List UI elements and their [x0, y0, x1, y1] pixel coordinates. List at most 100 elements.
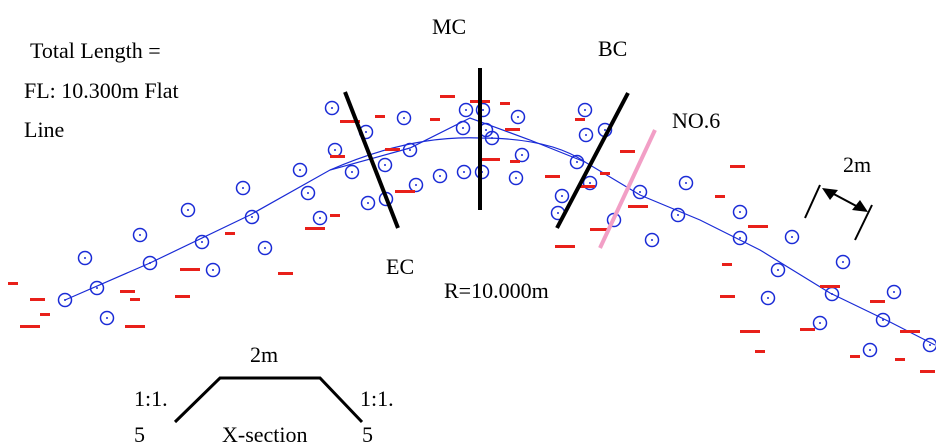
survey-point: [578, 127, 594, 143]
dimension-line: [829, 191, 861, 209]
survey-point: [402, 142, 418, 158]
survey-point: [835, 254, 851, 270]
survey-point-dot: [149, 262, 151, 264]
survey-point-dot: [462, 127, 464, 129]
survey-point-dot: [739, 211, 741, 213]
slope-label: 1:1.: [134, 386, 168, 411]
survey-point-dot: [819, 322, 821, 324]
mc-label: MC: [432, 14, 466, 39]
survey-point: [377, 157, 393, 173]
survey-point-dot: [439, 175, 441, 177]
survey-point: [300, 185, 316, 201]
dimension-label: 2m: [843, 152, 871, 177]
survey-point: [57, 292, 73, 308]
note: Line: [24, 117, 64, 142]
survey-point: [732, 230, 748, 246]
point-label-mark: [895, 358, 905, 361]
survey-point-dot: [677, 214, 679, 216]
slope-label: 5: [134, 422, 145, 444]
arrow-head: [822, 188, 838, 200]
survey-point: [670, 207, 686, 223]
point-label-mark: [305, 227, 325, 230]
survey-point: [312, 210, 328, 226]
point-label-mark: [920, 370, 935, 373]
survey-point-dot: [584, 109, 586, 111]
survey-point-dot: [334, 149, 336, 151]
survey-point: [99, 310, 115, 326]
survey-point-dot: [403, 117, 405, 119]
survey-point-dot: [485, 129, 487, 131]
survey-point-dot: [893, 291, 895, 293]
point-label-mark: [120, 290, 135, 293]
point-label-mark: [125, 325, 145, 328]
top-width-label: 2m: [250, 342, 278, 367]
survey-point-dot: [84, 257, 86, 259]
survey-point: [514, 147, 530, 163]
survey-point: [344, 164, 360, 180]
point-label-mark: [375, 115, 385, 118]
survey-point: [432, 168, 448, 184]
survey-point-dot: [331, 107, 333, 109]
survey-point: [862, 342, 878, 358]
radius-label: R=10.000m: [444, 278, 549, 303]
survey-point: [396, 110, 412, 126]
note: FL: 10.300m Flat: [24, 78, 179, 103]
survey-point: [732, 204, 748, 220]
survey-point-dot: [929, 344, 931, 346]
survey-point-dot: [491, 137, 493, 139]
survey-point: [784, 229, 800, 245]
survey-point-dot: [685, 182, 687, 184]
bc-label: BC: [598, 36, 627, 61]
bc-line: [555, 92, 630, 229]
survey-point-dot: [521, 154, 523, 156]
survey-point-dot: [882, 319, 884, 321]
station-line: [598, 129, 657, 249]
survey-point-dot: [139, 234, 141, 236]
note: Total Length =: [30, 38, 161, 63]
survey-point: [244, 209, 260, 225]
point-label-mark: [800, 328, 815, 331]
survey-point-dot: [517, 116, 519, 118]
survey-point: [886, 284, 902, 300]
point-label-mark: [820, 285, 840, 288]
point-label-mark: [130, 298, 140, 301]
point-label-mark: [555, 245, 575, 248]
point-label-mark: [430, 118, 440, 121]
survey-point: [554, 188, 570, 204]
survey-point: [484, 130, 500, 146]
survey-point-dot: [351, 171, 353, 173]
plan-view: [8, 95, 936, 373]
survey-point-dot: [201, 241, 203, 243]
station-label: NO.6: [672, 108, 720, 133]
survey-point-dot: [212, 269, 214, 271]
survey-point-dot: [365, 131, 367, 133]
survey-point: [456, 164, 472, 180]
survey-point-dot: [367, 202, 369, 204]
survey-point: [180, 202, 196, 218]
survey-point-dot: [604, 129, 606, 131]
survey-point-dot: [831, 293, 833, 295]
survey-point: [678, 175, 694, 191]
slope-label: 1:1.: [360, 386, 394, 411]
point-label-mark: [8, 282, 18, 285]
point-label-mark: [722, 263, 732, 266]
survey-point-dot: [739, 237, 741, 239]
survey-point-dot: [465, 109, 467, 111]
survey-point: [510, 109, 526, 125]
point-label-mark: [395, 190, 415, 193]
point-label-mark: [510, 160, 520, 163]
survey-point: [89, 280, 105, 296]
point-label-mark: [600, 172, 610, 175]
survey-point: [875, 312, 891, 328]
survey-point: [577, 102, 593, 118]
survey-point: [142, 255, 158, 271]
point-label-mark: [330, 214, 340, 217]
survey-point: [77, 250, 93, 266]
point-label-mark: [720, 295, 735, 298]
survey-point-dot: [251, 216, 253, 218]
survey-point: [360, 195, 376, 211]
survey-point-dot: [869, 349, 871, 351]
point-label-mark: [440, 95, 455, 98]
x-section-caption: X-section: [222, 422, 308, 444]
survey-point-dot: [842, 261, 844, 263]
